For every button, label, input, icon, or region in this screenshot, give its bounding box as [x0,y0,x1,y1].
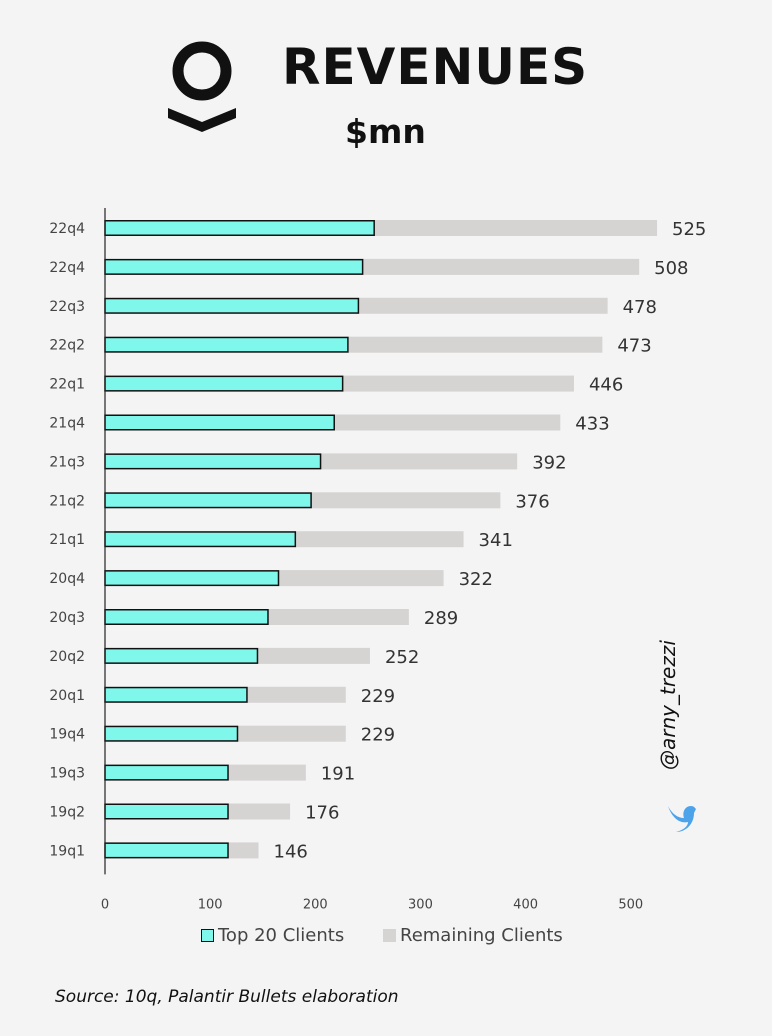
total-data-label: 473 [617,336,651,357]
category-label: 19q3 [49,766,85,782]
category-label: 20q2 [49,649,85,665]
bar-top-20-clients [104,258,364,275]
revenue-bar-chart: 22q4 525 22q4 508 22q3 478 22q2 473 22q1 446 21q4 4… [49,208,706,912]
total-data-label: 508 [654,258,688,279]
category-label: 20q1 [49,688,85,704]
bar-top-20-clients [104,453,322,470]
total-data-label: 191 [321,764,355,785]
bar-remaining-clients [295,531,464,548]
twitter-bird-icon [668,806,696,832]
category-label: 22q3 [49,299,85,315]
chart-title: REVENUES [282,38,589,96]
bar-top-20-clients [104,220,375,236]
category-label: 20q4 [49,571,85,587]
total-data-label: 392 [532,452,566,473]
bar-top-20-clients [104,375,344,392]
bar-remaining-clients [228,803,291,820]
bar-top-20-clients [104,803,229,820]
legend-label-top-20: Top 20 Clients [218,925,345,946]
total-data-label: 446 [589,375,623,396]
bar-top-20-clients [104,609,269,625]
bar-top-20-clients [104,570,280,587]
category-label: 21q3 [49,454,85,470]
total-data-label: 146 [274,841,308,862]
total-data-label: 478 [623,297,657,318]
bar-remaining-clients [237,725,346,742]
legend-item-remaining-clients: Remaining Clients [383,925,563,946]
bar-top-20-clients [104,531,297,548]
bar-remaining-clients [342,375,574,392]
chart-subtitle: $mn [345,112,426,151]
total-data-label: 229 [361,725,395,746]
category-label: 22q1 [49,377,85,393]
total-data-label: 433 [575,414,609,435]
bar-top-20-clients [104,297,360,314]
bar-remaining-clients [228,764,306,781]
total-data-label: 252 [385,647,419,668]
total-data-label: 176 [305,803,339,824]
bar-remaining-clients [347,336,603,353]
bar-top-20-clients [104,414,335,431]
bar-top-20-clients [104,686,248,703]
bar-remaining-clients [374,220,658,236]
total-data-label: 376 [515,491,549,512]
category-label: 19q4 [49,727,85,743]
legend: Top 20 Clients Remaining Clients [0,925,772,953]
category-label: 21q4 [49,416,85,432]
x-tick-label: 200 [303,897,328,912]
x-tick-label: 100 [198,897,223,912]
category-label: 19q1 [49,843,85,859]
category-label: 22q2 [49,338,85,354]
legend-swatch-remaining [383,929,396,942]
category-label: 20q3 [49,610,85,626]
bar-top-20-clients [104,336,349,353]
bar-top-20-clients [104,492,312,509]
total-data-label: 525 [672,219,706,240]
bar-remaining-clients [228,842,259,859]
chart-panel: 22q4 525 22q4 508 22q3 478 22q2 473 22q1 446 21q4 4… [22,168,750,974]
category-label: 22q4 [49,221,85,237]
bar-remaining-clients [257,647,370,664]
x-tick-label: 400 [513,897,538,912]
bar-remaining-clients [246,686,346,703]
palantir-logo-icon [168,41,236,132]
bar-remaining-clients [358,297,608,314]
x-tick-label: 0 [101,897,109,912]
twitter-handle: @arny_trezzi [656,640,680,770]
bar-top-20-clients [104,647,259,664]
bar-remaining-clients [311,492,501,509]
category-label: 19q2 [49,805,85,821]
category-label: 21q1 [49,532,85,548]
bar-remaining-clients [278,570,444,587]
legend-item-top-20-clients: Top 20 Clients [201,925,344,946]
legend-swatch-top-20 [201,929,214,942]
bar-top-20-clients [104,842,229,859]
total-data-label: 229 [361,686,395,707]
category-label: 21q2 [49,493,85,509]
bar-remaining-clients [267,609,409,625]
bar-remaining-clients [334,414,561,431]
category-label: 22q4 [49,260,85,276]
x-tick-label: 300 [408,897,433,912]
total-data-label: 322 [459,569,493,590]
x-tick-label: 500 [618,897,643,912]
legend-label-remaining: Remaining Clients [400,925,563,946]
header: REVENUES $mn [0,0,772,165]
bar-remaining-clients [320,453,518,470]
bar-remaining-clients [362,258,640,275]
bar-top-20-clients [104,725,239,742]
source-note: Source: 10q, Palantir Bullets elaboratio… [55,987,399,1007]
total-data-label: 341 [479,530,513,551]
bar-top-20-clients [104,764,229,781]
total-data-label: 289 [424,608,458,629]
